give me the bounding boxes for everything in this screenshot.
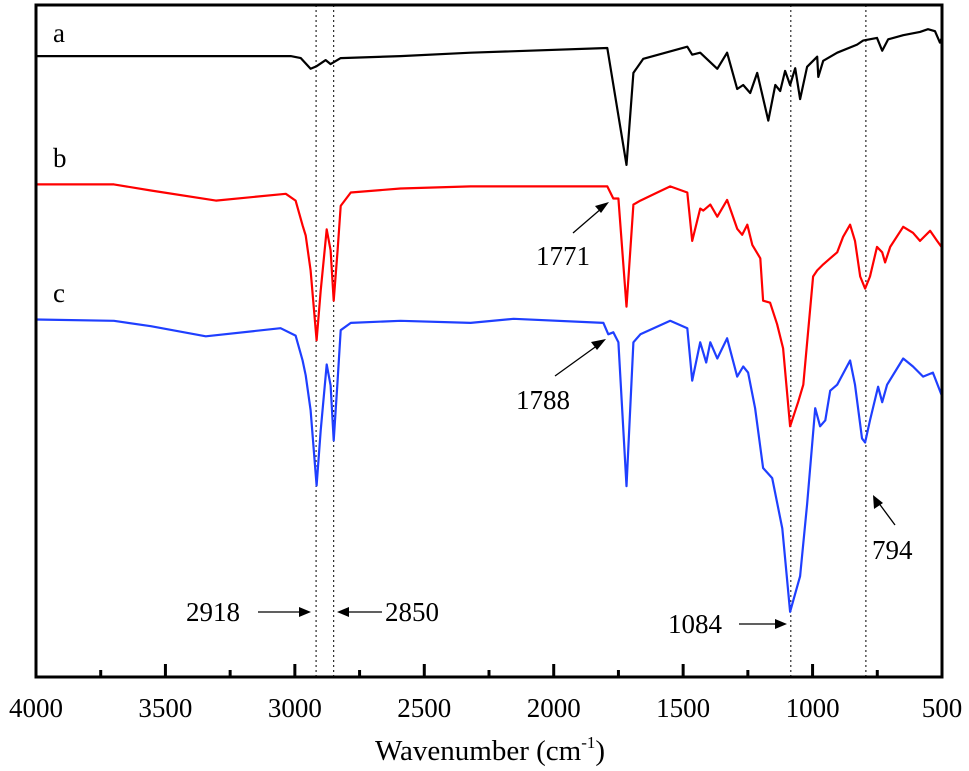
annotation-1771: 1771	[536, 202, 609, 271]
annotation-1788-label: 1788	[516, 385, 570, 415]
plot-frame	[34, 3, 944, 679]
arrow-1771	[572, 207, 603, 234]
x-tick-label: 3500	[138, 693, 192, 723]
x-axis-title-superscript: -1	[581, 733, 595, 752]
series-line-a	[36, 28, 944, 166]
annotation-2918: 2918	[186, 597, 311, 627]
x-tick-label: 2500	[397, 693, 451, 723]
series-label-c: c	[53, 278, 65, 308]
annotation-794-label: 794	[872, 535, 913, 565]
annotation-1084: 1084	[668, 609, 787, 639]
arrowhead-794	[873, 495, 883, 509]
series-group	[35, 28, 944, 613]
x-tick-label: 4000	[9, 693, 63, 723]
arrow-1788	[554, 344, 599, 377]
x-axis-title: Wavenumber (cm-1)	[375, 733, 605, 767]
annotation-1771-label: 1771	[536, 241, 590, 271]
series-line-b	[36, 183, 943, 428]
annotation-794: 794	[872, 495, 913, 565]
x-axis-title-close: )	[595, 735, 605, 767]
arrowhead-2918	[299, 607, 311, 617]
x-tick-label: 500	[922, 693, 963, 723]
series-label-a: a	[53, 18, 65, 48]
arrowhead-2850	[337, 607, 349, 617]
annotation-2850: 2850	[337, 597, 439, 627]
arrowhead-1084	[775, 619, 787, 629]
annotation-2918-label: 2918	[186, 597, 240, 627]
x-ticks: 4000 3500 3000 2500 2000 1500 1000 500	[9, 664, 962, 723]
x-tick-label: 3000	[268, 693, 322, 723]
arrow-794	[877, 501, 896, 526]
reference-lines	[315, 5, 867, 677]
annotation-2850-label: 2850	[385, 597, 439, 627]
annotation-1788: 1788	[516, 339, 606, 415]
series-label-b: b	[53, 143, 67, 173]
arrowhead-1788	[591, 339, 606, 350]
arrowhead-1771	[595, 202, 609, 213]
x-tick-label: 1500	[656, 693, 710, 723]
series-line-c	[35, 317, 944, 613]
x-tick-label: 1000	[786, 693, 840, 723]
x-tick-label: 2000	[527, 693, 581, 723]
x-axis-title-text: Wavenumber (cm	[375, 735, 582, 767]
annotation-1084-label: 1084	[668, 609, 723, 639]
